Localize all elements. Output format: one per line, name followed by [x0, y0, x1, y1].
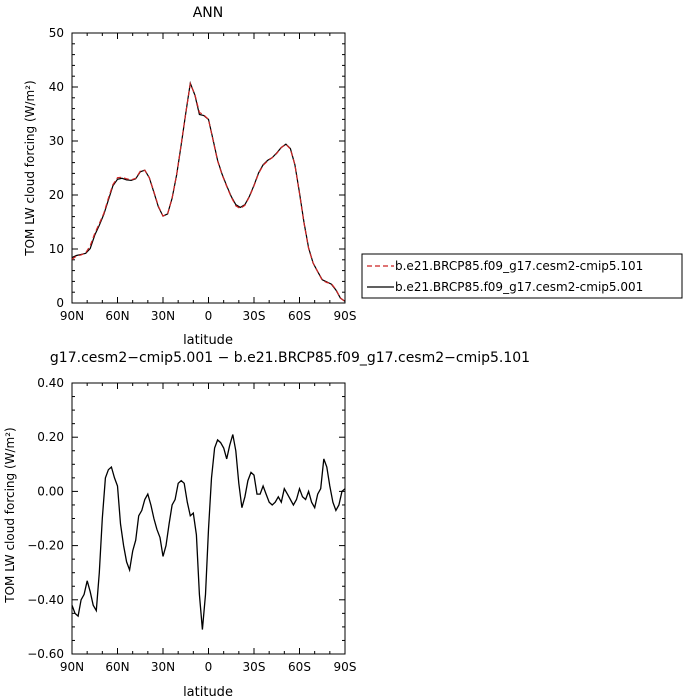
legend: b.e21.BRCP85.f09_g17.cesm2-cmip5.101 b.e…: [361, 253, 683, 299]
difference-line: [71, 434, 346, 630]
bottom-chart-title: g17.cesm2−cmip5.001 − b.e21.BRCP85.f09_g…: [50, 350, 530, 366]
series-line-cmip5-001: [71, 80, 346, 302]
x-tick-label: 30S: [243, 660, 266, 674]
x-tick-label: 60S: [288, 309, 311, 323]
top-x-axis-label: latitude: [183, 333, 233, 348]
y-tick-label: 0.20: [37, 430, 64, 444]
series-line-cmip5-101: [71, 81, 346, 302]
top-y-axis: 0 10 20 30 40 50: [49, 26, 345, 310]
x-tick-label: 90N: [60, 660, 84, 674]
y-tick-label: −0.40: [27, 593, 64, 607]
bottom-x-axis: 90N 60N 30N 0 30S 60S 90S: [60, 383, 357, 674]
x-tick-label: 30N: [151, 660, 175, 674]
y-tick-label: 30: [49, 134, 64, 148]
x-tick-label: 90S: [334, 309, 357, 323]
y-tick-label: 0.40: [37, 376, 64, 390]
y-tick-label: 20: [49, 188, 64, 202]
x-tick-label: 30S: [243, 309, 266, 323]
legend-label-cmip5-101: b.e21.BRCP85.f09_g17.cesm2-cmip5.101: [395, 259, 643, 273]
x-tick-label: 0: [205, 660, 213, 674]
bottom-chart: g17.cesm2−cmip5.001 − b.e21.BRCP85.f09_g…: [3, 350, 530, 700]
x-tick-label: 90S: [334, 660, 357, 674]
x-tick-label: 60N: [105, 660, 129, 674]
y-tick-label: −0.60: [27, 647, 64, 661]
top-y-axis-label: TOM LW cloud forcing (W/m²): [23, 80, 37, 257]
y-tick-label: −0.20: [27, 539, 64, 553]
x-tick-label: 0: [205, 309, 213, 323]
x-tick-label: 60N: [105, 309, 129, 323]
legend-box: [361, 253, 683, 299]
top-x-axis: 90N 60N 30N 0 30S 60S 90S: [60, 33, 357, 323]
x-tick-label: 30N: [151, 309, 175, 323]
bottom-y-axis-label: TOM LW cloud forcing (W/m²): [3, 427, 17, 604]
x-tick-label: 60S: [288, 660, 311, 674]
y-tick-label: 0.00: [37, 484, 64, 498]
top-chart-title: ANN: [193, 5, 224, 21]
x-tick-label: 90N: [60, 309, 84, 323]
y-tick-label: 10: [49, 242, 64, 256]
y-tick-label: 50: [49, 26, 64, 40]
bottom-y-axis: −0.60 −0.40 −0.20 0.00 0.20 0.40: [27, 376, 345, 661]
top-plot-frame: [71, 32, 346, 304]
top-chart: ANN 0 10 20 30 40 50 90N 60N 30N 0 30S 60S 90S TOM …: [23, 5, 683, 323]
y-tick-label: 0: [56, 296, 64, 310]
bottom-x-axis-label: latitude: [183, 685, 233, 700]
y-tick-label: 40: [49, 80, 64, 94]
legend-label-cmip5-001: b.e21.BRCP85.f09_g17.cesm2-cmip5.001: [395, 280, 643, 294]
